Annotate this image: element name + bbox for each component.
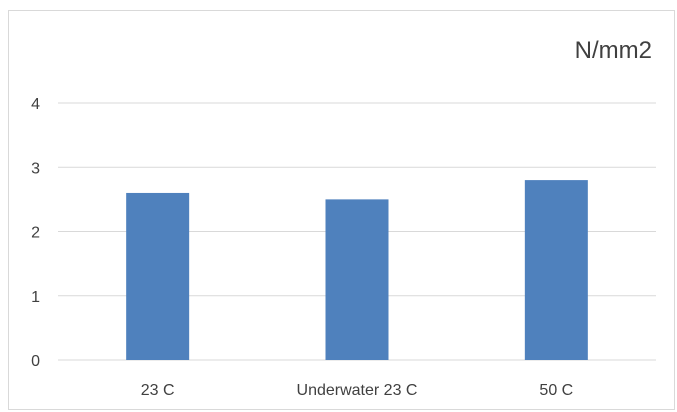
x-tick-label: 23 C: [141, 382, 175, 399]
y-tick-label: 2: [31, 225, 40, 242]
y-tick-label: 3: [31, 160, 40, 177]
y-axis-ticks: 0 1 2 3 4: [31, 96, 40, 370]
bar: [126, 192, 190, 360]
x-axis-ticks: 23 C Underwater 23 C 50 C: [141, 382, 573, 399]
bars: [126, 180, 588, 360]
bar: [524, 180, 588, 360]
y-tick-label: 4: [31, 96, 40, 113]
x-tick-label: 50 C: [539, 382, 573, 399]
y-tick-label: 1: [31, 289, 40, 306]
bar: [325, 199, 389, 360]
y-tick-label: 0: [31, 353, 40, 370]
x-tick-label: Underwater 23 C: [297, 382, 418, 399]
chart-title: N/mm2: [575, 37, 652, 64]
